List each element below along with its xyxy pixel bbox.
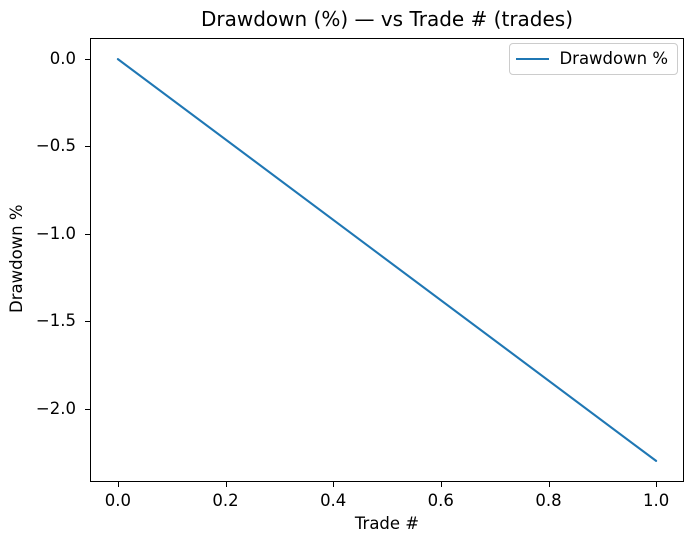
- y-tick-mark: [85, 146, 90, 148]
- x-tick-label: 0.6: [427, 491, 454, 510]
- x-tick-mark: [333, 482, 335, 487]
- legend: Drawdown %: [509, 43, 678, 75]
- chart-title: Drawdown (%) — vs Trade # (trades): [200, 7, 574, 31]
- legend-line-sample: [516, 57, 550, 61]
- x-tick-label: 1.0: [642, 491, 670, 510]
- y-tick-mark: [85, 321, 90, 323]
- y-tick-mark: [85, 233, 90, 235]
- y-tick-label: −1.5: [35, 311, 76, 331]
- series-plot-canvas: [116, 58, 658, 462]
- legend-label: Drawdown %: [559, 49, 668, 68]
- x-tick-label: 0.0: [104, 491, 132, 510]
- y-tick-label: −0.5: [35, 136, 76, 156]
- y-tick-mark: [85, 408, 90, 410]
- x-tick-label: 0.2: [212, 491, 239, 510]
- x-tick-mark: [656, 482, 658, 487]
- x-tick-mark: [117, 482, 119, 487]
- y-tick-label: −1.0: [35, 223, 76, 243]
- plot-area: 0.0 0.2 0.4 0.6 0.8 1.0 0.0 −0.5 −1.0 −1.5 −2.0 D…: [36, 38, 684, 510]
- x-axis-label: Trade #: [354, 514, 420, 533]
- y-tick-mark: [85, 59, 90, 61]
- y-tick-label: −2.0: [35, 398, 76, 418]
- x-tick-label: 0.4: [320, 491, 347, 510]
- y-tick-label: 0.0: [49, 49, 76, 69]
- x-tick-mark: [440, 482, 442, 487]
- x-tick-mark: [225, 482, 227, 487]
- series-line: [116, 58, 658, 462]
- x-tick-mark: [548, 482, 550, 487]
- y-axis-label: Drawdown %: [7, 204, 26, 314]
- x-tick-label: 0.8: [535, 491, 562, 510]
